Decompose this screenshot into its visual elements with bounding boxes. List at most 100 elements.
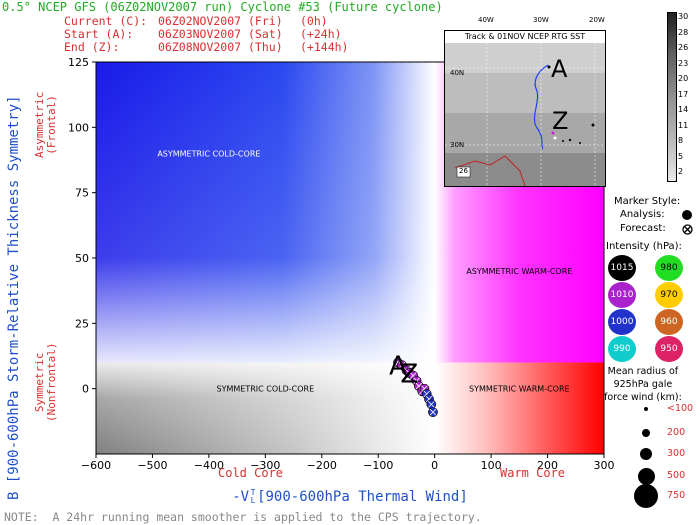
x-axis-warm-label: Warm Core bbox=[500, 466, 566, 480]
start-marker-a: A bbox=[389, 352, 407, 382]
radius-label: 500 bbox=[667, 470, 686, 481]
start-label: Start (A): bbox=[64, 27, 134, 41]
track-end-dot bbox=[551, 131, 555, 135]
x-axis-label-block: -V T L [900-600hPa Thermal Wind] bbox=[0, 486, 700, 505]
radius-marker bbox=[644, 407, 648, 411]
sst-colorbar bbox=[667, 12, 677, 182]
x-tick-label: −300 bbox=[250, 459, 280, 472]
axes bbox=[92, 61, 605, 458]
radius-marker bbox=[634, 484, 658, 508]
x-tick-label: −600 bbox=[81, 459, 111, 472]
forecast-marker bbox=[682, 224, 693, 235]
island-4 bbox=[579, 142, 581, 144]
track-start-dot bbox=[547, 65, 551, 69]
colorbar-label: 8 bbox=[678, 136, 684, 145]
sst-cool-band bbox=[445, 43, 605, 73]
analysis-marker bbox=[682, 210, 692, 220]
colorbar-label: 11 bbox=[678, 120, 689, 130]
colorbar-label: 26 bbox=[678, 43, 689, 52]
intensity-swatch: 980 bbox=[655, 255, 683, 281]
region-label: ASYMMETRIC WARM-CORE bbox=[466, 267, 572, 276]
chart-title: 0.5° NCEP GFS (06Z02NOV2007 run) Cyclone… bbox=[2, 0, 443, 14]
trajectory-point bbox=[426, 399, 437, 410]
sst-label-box bbox=[456, 166, 471, 178]
footnote: NOTE: A 24hr running mean smoother is ap… bbox=[4, 510, 482, 524]
radius-title: Mean radius of 925hPa gale force wind (k… bbox=[604, 366, 682, 403]
trajectory-marker-cross bbox=[413, 377, 420, 385]
sst-mid-band bbox=[445, 73, 605, 113]
end-marker-z: Z bbox=[400, 359, 418, 389]
start-time: 06Z03NOV2007 (Sat) bbox=[158, 27, 283, 41]
marker-style-title: Marker Style: bbox=[614, 196, 681, 207]
trajectory-marker-cross bbox=[415, 382, 423, 390]
inset-lon-20w: 20W bbox=[589, 16, 605, 24]
colorbar-label: 28 bbox=[678, 27, 689, 37]
tick-labels: −600 −500 −400 −300 −200 −100 0 100 200 300 0 25 50 7… bbox=[68, 56, 615, 472]
radius-label: 300 bbox=[667, 448, 686, 459]
x-tick-label: 200 bbox=[537, 459, 558, 472]
region-label: SYMMETRIC WARM-CORE bbox=[469, 385, 570, 394]
radius-label: 200 bbox=[667, 427, 686, 438]
intensity-swatch: 1010 bbox=[608, 282, 636, 308]
island-5 bbox=[591, 123, 595, 127]
region-label: ASYMMETRIC COLD-CORE bbox=[157, 149, 260, 158]
trajectory-point bbox=[428, 407, 438, 418]
intensity-title: Intensity (hPa): bbox=[606, 241, 682, 252]
x-tick-label: −500 bbox=[137, 459, 167, 472]
x-axis-label-sup: T bbox=[250, 487, 256, 497]
current-offset: (0h) bbox=[300, 14, 328, 28]
current-label: Current (C): bbox=[64, 14, 148, 28]
current-time: 06Z02NOV2007 (Fri) bbox=[158, 14, 283, 28]
y-tick-label: 25 bbox=[75, 317, 89, 330]
trajectory-marker-cross bbox=[409, 372, 417, 379]
trajectory-marker-cross bbox=[427, 401, 435, 408]
intensity-swatch: 990 bbox=[608, 336, 636, 362]
colorbar-label: 23 bbox=[678, 58, 689, 68]
sst-26-contour bbox=[454, 155, 526, 186]
x-tick-label: −100 bbox=[363, 459, 393, 472]
radius-label: <100 bbox=[667, 403, 694, 414]
radius-marker bbox=[642, 429, 650, 437]
intensity-swatch: 1015 bbox=[608, 255, 636, 281]
island-2 bbox=[562, 140, 564, 142]
y-tick-label: 100 bbox=[68, 121, 89, 134]
inset-lon-30w: 30W bbox=[533, 16, 549, 24]
x-axis-label-sign: -V bbox=[232, 489, 250, 505]
trajectory: AZ bbox=[389, 352, 438, 418]
forecast-label: Forecast: bbox=[620, 223, 666, 234]
x-axis-label-sub: L bbox=[250, 495, 256, 505]
trajectory-marker-cross bbox=[429, 408, 437, 416]
x-tick-label: −200 bbox=[307, 459, 337, 472]
x-axis-cold-label: Cold Core bbox=[218, 466, 284, 480]
inset-sst-label: 26 bbox=[459, 167, 468, 175]
x-tick-label: −400 bbox=[194, 459, 224, 472]
island-1 bbox=[553, 136, 557, 140]
analysis-label: Analysis: bbox=[620, 209, 665, 220]
inset-marker-a: A bbox=[551, 55, 568, 83]
start-offset: (+24h) bbox=[300, 27, 342, 41]
x-tick-label: 100 bbox=[481, 459, 502, 472]
trajectory-marker-cross bbox=[398, 361, 406, 369]
symmetric-warm-core-area bbox=[434, 362, 604, 454]
y-tick-label: 75 bbox=[75, 187, 89, 200]
y-tick-label: 125 bbox=[68, 56, 89, 69]
end-time: 06Z08NOV2007 (Thu) bbox=[158, 40, 283, 54]
end-offset: (+144h) bbox=[300, 40, 349, 54]
trajectory-marker-cross bbox=[425, 395, 433, 403]
inset-marker-z: Z bbox=[552, 107, 569, 135]
x-axis-label-rest: [900-600hPa Thermal Wind] bbox=[257, 489, 468, 505]
asymmetric-cold-core-fade bbox=[96, 62, 435, 363]
intensity-swatch: 950 bbox=[655, 336, 683, 362]
radius-label: 750 bbox=[667, 490, 686, 501]
x-tick-label: 300 bbox=[594, 459, 615, 472]
y-tick-label: 50 bbox=[75, 252, 89, 265]
track-line bbox=[533, 64, 549, 150]
trajectory-marker-cross bbox=[423, 390, 431, 398]
end-label: End (Z): bbox=[64, 40, 120, 54]
intensity-swatch: 960 bbox=[655, 309, 683, 335]
symmetric-cold-core-fade bbox=[96, 362, 435, 454]
island-3 bbox=[568, 138, 572, 142]
